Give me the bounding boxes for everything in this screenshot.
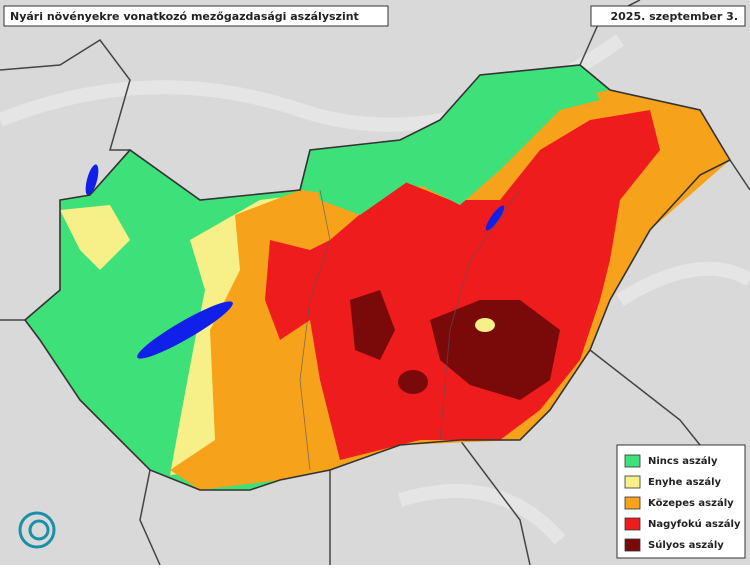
legend-label: Enyhe aszály xyxy=(648,476,722,488)
date-box xyxy=(590,5,746,27)
rivers xyxy=(299,189,521,471)
legend-label: Súlyos aszály xyxy=(648,539,724,551)
hungary-border xyxy=(23,64,732,491)
legend-swatch xyxy=(624,496,641,510)
extreme-area xyxy=(350,290,395,360)
legend-label: Nagyfokú aszály xyxy=(648,518,741,530)
legend-label: Közepes aszály xyxy=(648,497,734,509)
logo xyxy=(18,511,56,549)
legend-label: Nincs aszály xyxy=(648,455,718,467)
title-box xyxy=(3,5,389,27)
legend-swatch xyxy=(624,517,641,531)
lakes xyxy=(85,164,505,359)
extreme-area xyxy=(430,300,560,400)
map-date: 2025. szeptember 3. xyxy=(610,10,738,23)
mild-area xyxy=(60,205,130,270)
legend-swatch xyxy=(624,454,641,468)
drought-map xyxy=(25,65,730,490)
none-area xyxy=(310,65,600,215)
mild-area xyxy=(475,318,495,332)
legend-swatch xyxy=(624,538,641,552)
legend-items: Nincs aszály Enyhe aszály Közepes aszály Na… xyxy=(624,454,741,552)
legend-swatch xyxy=(624,475,641,489)
map-title: Nyári növényekre vonatkozó mezőgazdasági… xyxy=(10,10,359,23)
extreme-area xyxy=(398,370,428,394)
